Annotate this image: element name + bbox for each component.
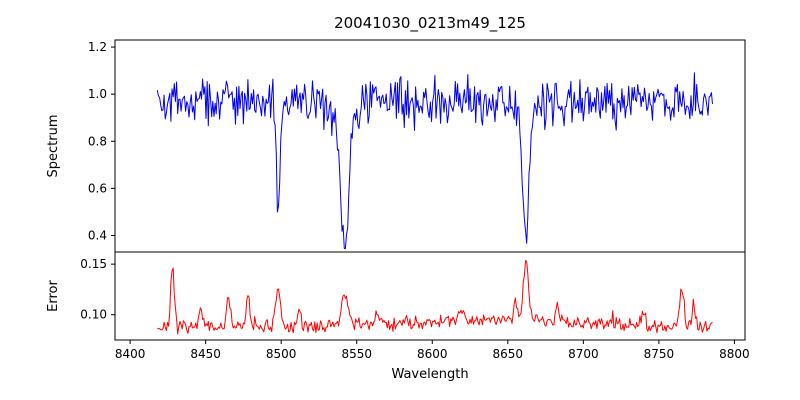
x-tick-label: 8600 (417, 347, 448, 361)
spectrum-y-tick-label: 1.0 (88, 87, 107, 101)
error-y-axis-ticks: 0.10 0.15 (80, 257, 115, 322)
data-series (156, 72, 713, 335)
x-tick-label: 8400 (115, 347, 146, 361)
spectrum-y-axis-label: Spectrum (46, 115, 61, 178)
error-y-axis-label: Error (46, 280, 61, 312)
spectrum-y-tick-label: 1.2 (88, 40, 107, 54)
chart-title: 20041030_0213m49_125 (334, 14, 526, 33)
x-tick-label: 8800 (719, 347, 750, 361)
error-y-tick-label: 0.15 (80, 257, 107, 271)
x-axis-label: Wavelength (391, 367, 468, 382)
x-tick-label: 8750 (644, 347, 675, 361)
spectrum-line (156, 72, 713, 249)
error-y-tick-label: 0.10 (80, 308, 107, 322)
spectrum-y-tick-label: 0.8 (88, 134, 107, 148)
spectrum-y-tick-label: 0.4 (88, 229, 107, 243)
spectrum-y-axis-ticks: 0.4 0.6 0.8 1.0 1.2 (88, 40, 115, 243)
x-tick-label: 8650 (493, 347, 524, 361)
spectrum-y-tick-label: 0.6 (88, 181, 107, 195)
x-tick-label: 8500 (266, 347, 297, 361)
error-line (157, 260, 713, 335)
x-tick-label: 8450 (190, 347, 221, 361)
x-tick-label: 8700 (568, 347, 599, 361)
x-axis-ticks: 8400 8450 8500 8550 8600 8650 8700 8750 8800 (115, 340, 750, 361)
error-panel-frame (114, 251, 746, 341)
x-tick-label: 8550 (341, 347, 372, 361)
